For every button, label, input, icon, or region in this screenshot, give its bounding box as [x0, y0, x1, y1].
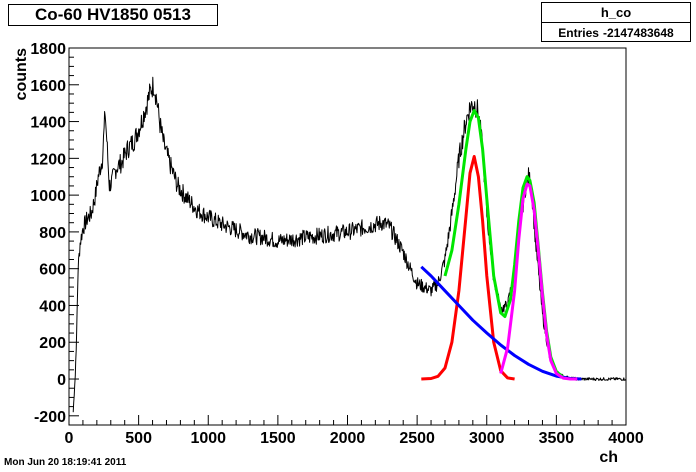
x-axis-label: ch: [599, 449, 618, 466]
y-tick-label: -200: [34, 409, 66, 426]
x-tick-label: 1000: [190, 430, 226, 447]
plot-frame: [68, 47, 627, 426]
y-tick-label: 1800: [30, 41, 66, 58]
y-tick-label: 1600: [30, 78, 66, 95]
peak2-fit-line: [499, 182, 578, 381]
x-tick-label: 0: [65, 430, 74, 447]
stats-entries-label: Entries: [558, 26, 599, 40]
x-axis: 0 500 1000 1500 2000 2500 3000 3500 4000: [65, 415, 644, 447]
x-tick-label: 500: [125, 430, 152, 447]
y-tick-label: 800: [39, 225, 66, 242]
stats-entries-row: Entries -2147483648: [542, 23, 690, 43]
histogram-title: Co-60 HV1850 0513: [8, 4, 218, 26]
x-tick-label: 1500: [260, 430, 296, 447]
stats-box: h_co Entries -2147483648: [541, 2, 691, 42]
x-tick-label: 2500: [399, 430, 435, 447]
y-tick-label: 600: [39, 262, 66, 279]
x-tick-label: 2000: [330, 430, 366, 447]
background-fit-line: [420, 265, 582, 381]
series-layer: [72, 76, 627, 413]
timestamp: Mon Jun 20 18:19:41 2011: [4, 457, 127, 468]
stats-entries-value: -2147483648: [602, 26, 674, 40]
x-tick-label: 4000: [608, 430, 644, 447]
peak1-fit-line: [421, 155, 515, 381]
y-tick-label: 400: [39, 298, 66, 315]
y-tick-label: 1000: [30, 188, 66, 205]
y-axis-label: counts: [13, 48, 30, 101]
y-tick-label: 1200: [30, 151, 66, 168]
x-tick-label: 3000: [469, 430, 505, 447]
y-axis: -200 0 200 400 600 800 1000 1200 1400 1600 1800: [30, 41, 79, 426]
x-tick-label: 3500: [539, 430, 575, 447]
y-tick-label: 200: [39, 335, 66, 352]
stats-histogram-name: h_co: [542, 3, 690, 23]
y-tick-label: 1400: [30, 115, 66, 132]
y-tick-label: 0: [57, 372, 66, 389]
data-histogram-line: [72, 76, 627, 413]
